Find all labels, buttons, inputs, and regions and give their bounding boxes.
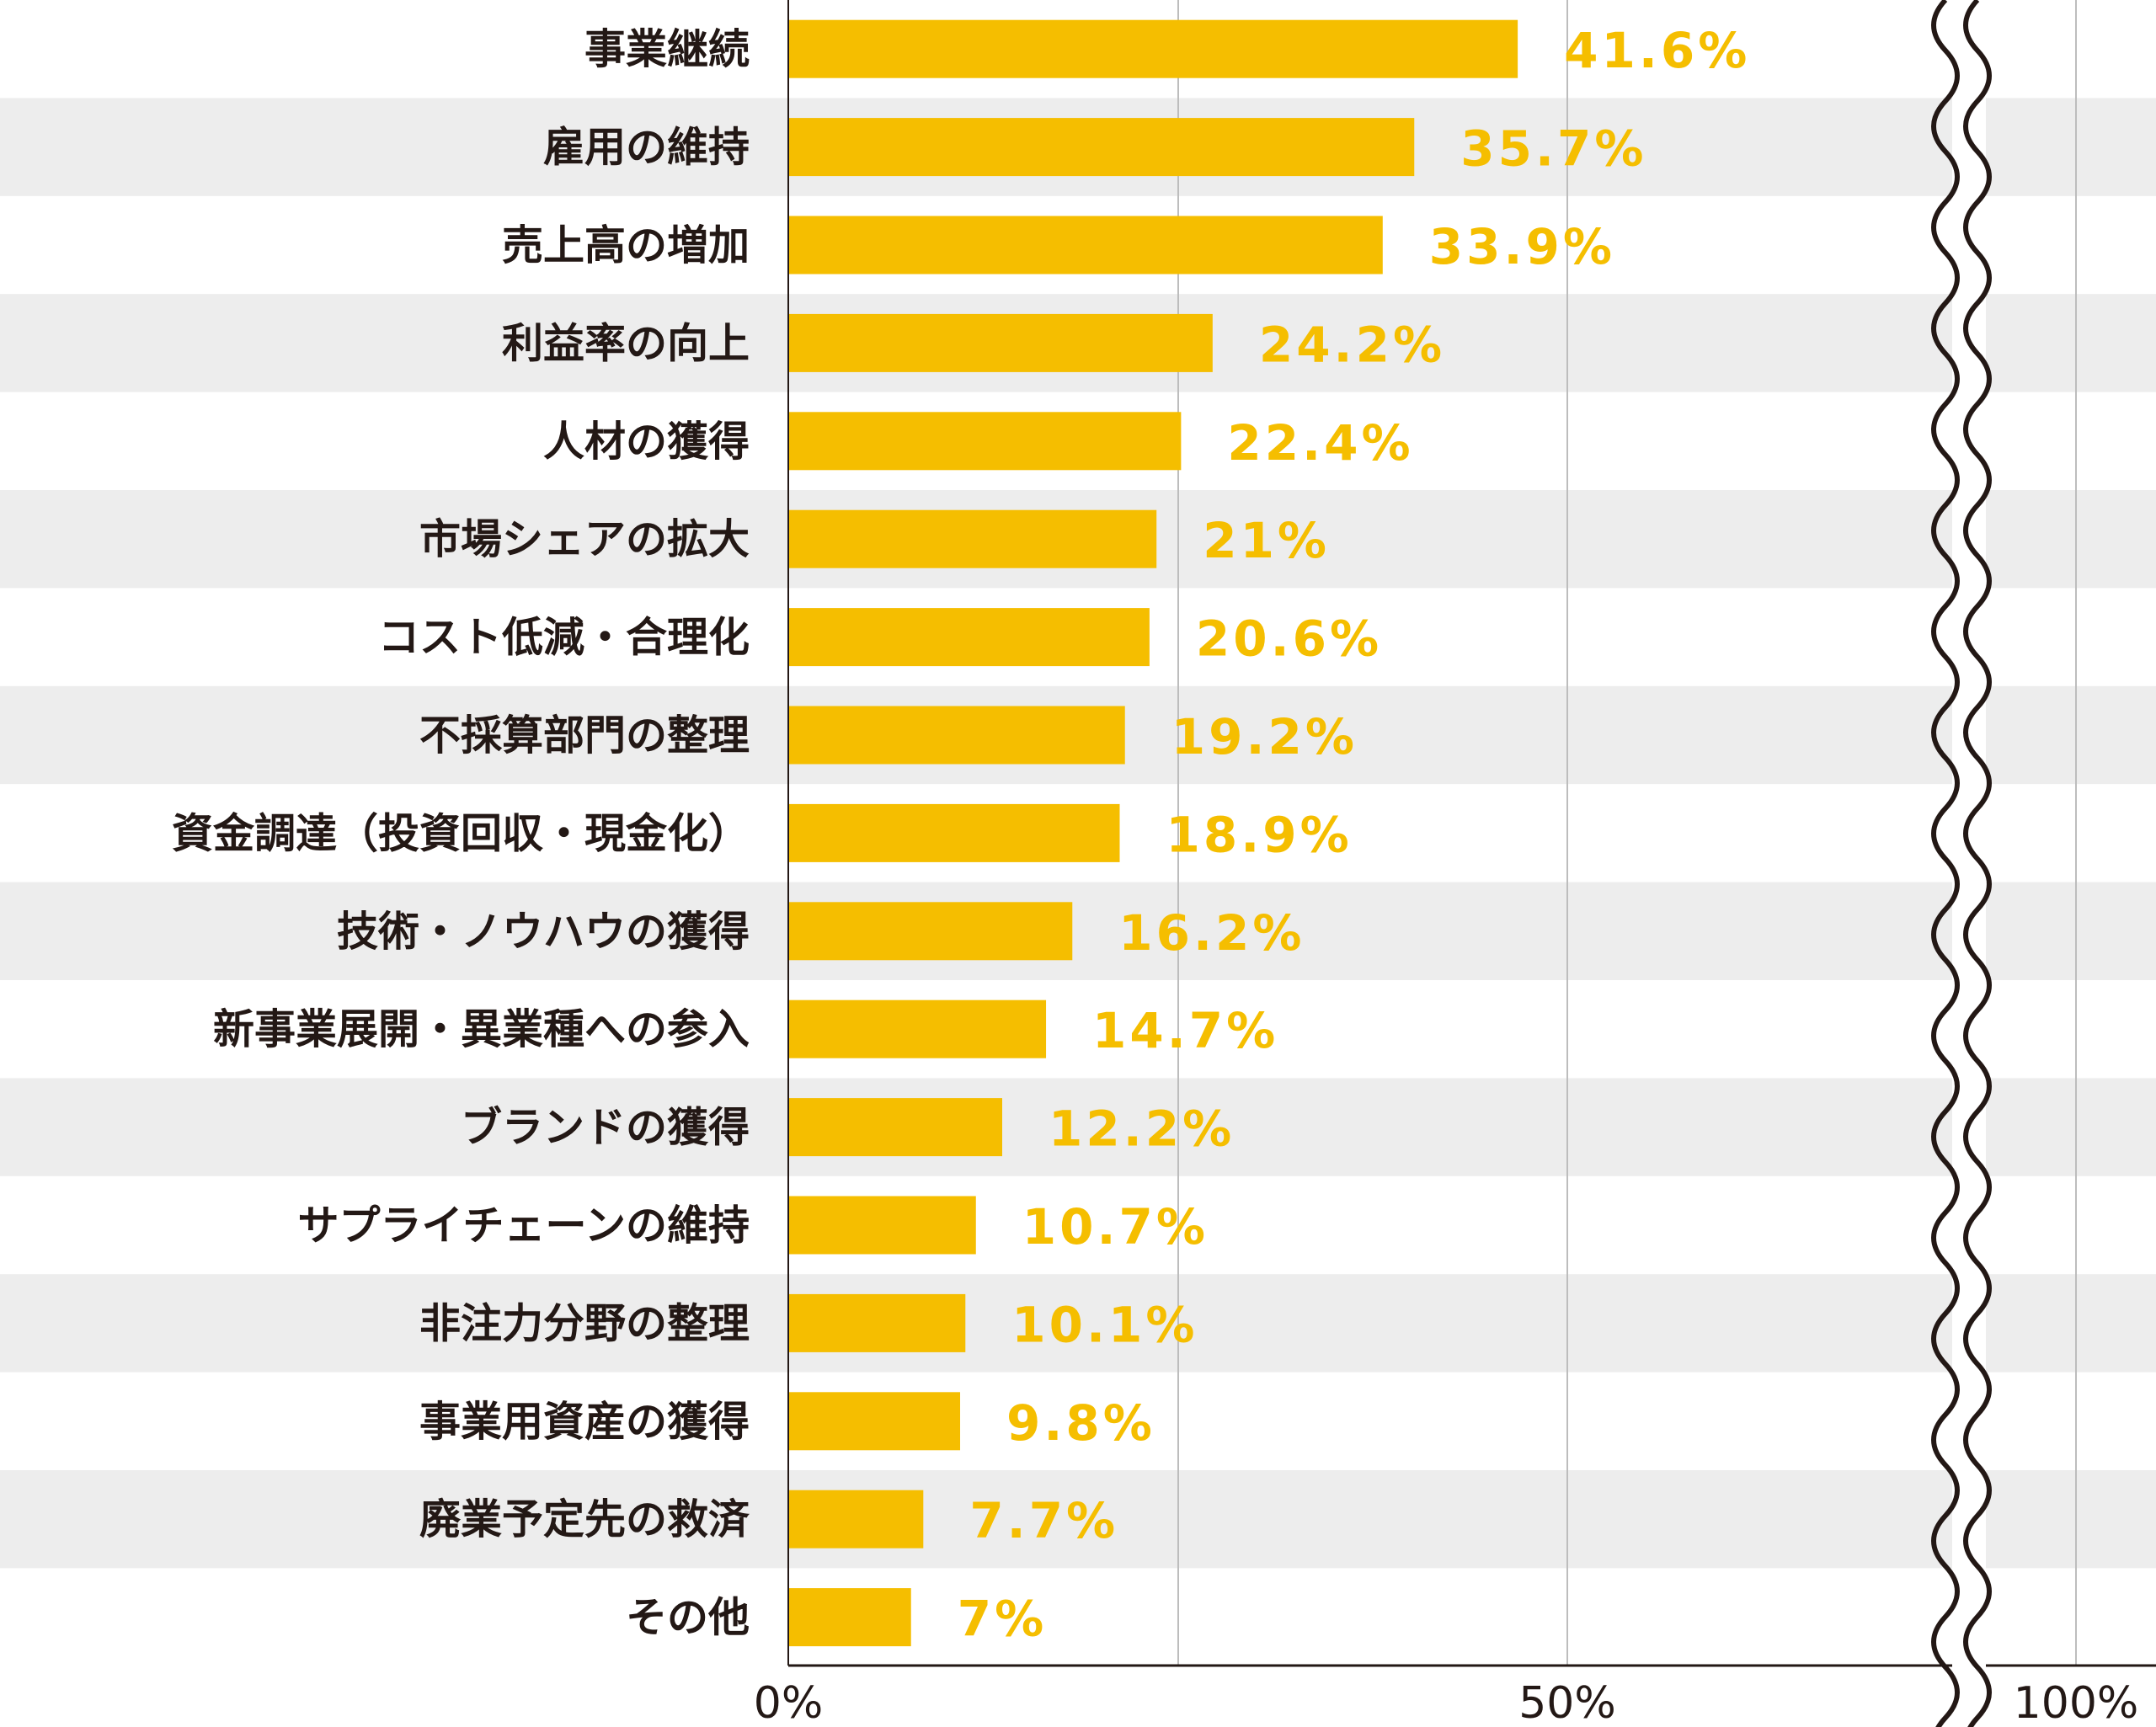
value-label: 16.2% xyxy=(1118,904,1305,962)
category-label: 技術・ノウハウの獲得 xyxy=(337,908,750,956)
bar xyxy=(788,509,1157,568)
category-label: 不採算部門の整理 xyxy=(419,712,750,760)
category-label: ブランドの獲得 xyxy=(461,1104,750,1152)
row-stripe xyxy=(0,1470,2156,1569)
bar xyxy=(788,1196,976,1255)
category-label: 新事業展開・異業種への参入 xyxy=(213,1005,750,1053)
bar xyxy=(788,412,1182,471)
category-label: 資金調達（投資回収・現金化） xyxy=(172,809,750,857)
break-wave xyxy=(1963,0,1992,1727)
category-label: 市場シェアの拡大 xyxy=(419,515,750,563)
category-label: コスト低減・合理化 xyxy=(378,614,750,662)
bar xyxy=(788,1392,961,1451)
break-wave xyxy=(1931,0,1960,1727)
value-label: 7% xyxy=(958,1591,1047,1648)
bar xyxy=(788,313,1213,372)
bar xyxy=(788,999,1047,1058)
bar xyxy=(788,1490,924,1548)
value-label: 14.7% xyxy=(1092,1002,1278,1059)
bar xyxy=(788,1293,966,1352)
bar xyxy=(788,1098,1003,1157)
category-label: 人材の獲得 xyxy=(543,418,750,466)
bar xyxy=(788,902,1073,961)
category-label: 売上高の増加 xyxy=(502,221,750,269)
value-label: 18.9% xyxy=(1166,806,1352,863)
value-label: 22.4% xyxy=(1227,414,1413,472)
x-tick-label: 0% xyxy=(754,1678,824,1727)
row-stripe xyxy=(0,1274,2156,1373)
value-label: 20.6% xyxy=(1196,610,1382,668)
value-label: 10.7% xyxy=(1022,1198,1209,1255)
axis-break-icon xyxy=(1931,0,1992,1727)
category-label: 非注力分野の整理 xyxy=(419,1299,750,1347)
value-label: 9.8% xyxy=(1006,1394,1155,1452)
bar xyxy=(788,1588,911,1647)
category-label: その他 xyxy=(626,1594,750,1642)
bar xyxy=(788,608,1150,667)
x-tick-label: 50% xyxy=(1518,1678,1616,1727)
category-label: 事業継続 xyxy=(584,25,750,73)
row-stripe xyxy=(0,882,2156,980)
value-label: 35.7% xyxy=(1460,120,1646,178)
x-tick-label: 100% xyxy=(2014,1678,2139,1727)
value-label: 33.9% xyxy=(1429,218,1615,275)
category-label: サプライチェーンの維持 xyxy=(297,1202,750,1250)
category-label: 事業用資産の獲得 xyxy=(419,1398,750,1446)
bar xyxy=(788,118,1415,177)
category-label: 雇用の維持 xyxy=(543,124,750,172)
value-label: 21% xyxy=(1203,512,1330,569)
value-label: 10.1% xyxy=(1011,1296,1198,1353)
category-label: 利益率の向上 xyxy=(502,319,750,367)
value-label: 41.6% xyxy=(1564,22,1750,79)
bar xyxy=(788,803,1120,862)
bar xyxy=(788,216,1383,275)
row-stripe xyxy=(0,1078,2156,1176)
value-label: 24.2% xyxy=(1259,316,1445,373)
bar xyxy=(788,706,1125,765)
category-label: 廃業予定先の救済 xyxy=(419,1495,750,1543)
value-label: 7.7% xyxy=(969,1492,1118,1549)
value-label: 12.2% xyxy=(1049,1101,1235,1158)
value-label: 19.2% xyxy=(1171,708,1358,765)
bar xyxy=(788,19,1518,78)
